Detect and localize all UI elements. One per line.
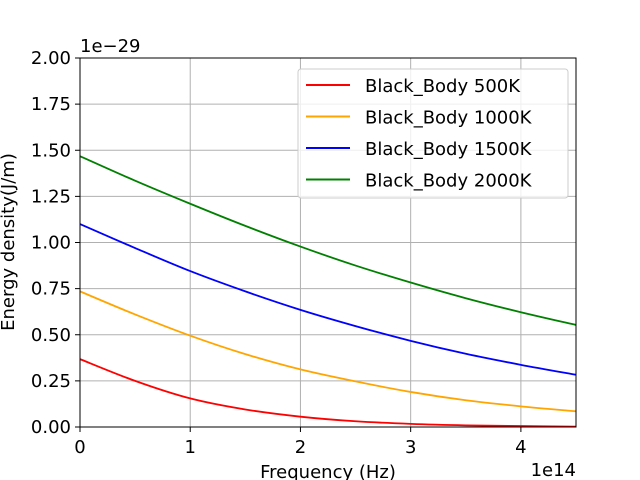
x-offset-label: 1e14 [531, 460, 576, 480]
x-tick-label: 2 [295, 437, 306, 458]
legend-label-1: Black_Body 1000K [365, 108, 533, 129]
legend-label-3: Black_Body 2000K [365, 171, 533, 192]
series-line-1 [79, 290, 577, 413]
y-tick-label: 1.50 [31, 140, 71, 161]
y-tick-label: 2.00 [31, 48, 71, 69]
y-tick-label: 1.75 [31, 94, 71, 115]
legend-box [297, 68, 569, 199]
series-line-3 [79, 155, 577, 326]
x-tick-label: 3 [405, 437, 416, 458]
x-axis-label: Frequency (Hz) [260, 462, 396, 480]
series-line-0 [79, 358, 577, 428]
y-tick-label: 0.50 [31, 325, 71, 346]
legend-label-0: Black_Body 500K [365, 76, 521, 97]
x-tick-label: 1 [184, 437, 195, 458]
x-tick-label: 4 [515, 437, 526, 458]
legend-label-2: Black_Body 1500K [365, 139, 533, 160]
y-tick-label: 1.00 [31, 233, 71, 254]
series-line-2 [79, 223, 577, 376]
y-tick-label: 1.25 [31, 186, 71, 207]
y-tick-label: 0.25 [31, 371, 71, 392]
y-axis-label: Energy density(J/m) [0, 153, 19, 331]
y-offset-label: 1e−29 [80, 36, 141, 57]
y-tick-label: 0.75 [31, 279, 71, 300]
legend: Black_Body 500K Black_Body 1000K Black_Bod… [297, 68, 569, 199]
y-tick-label: 0.00 [31, 417, 71, 438]
x-tick-label: 0 [74, 437, 85, 458]
